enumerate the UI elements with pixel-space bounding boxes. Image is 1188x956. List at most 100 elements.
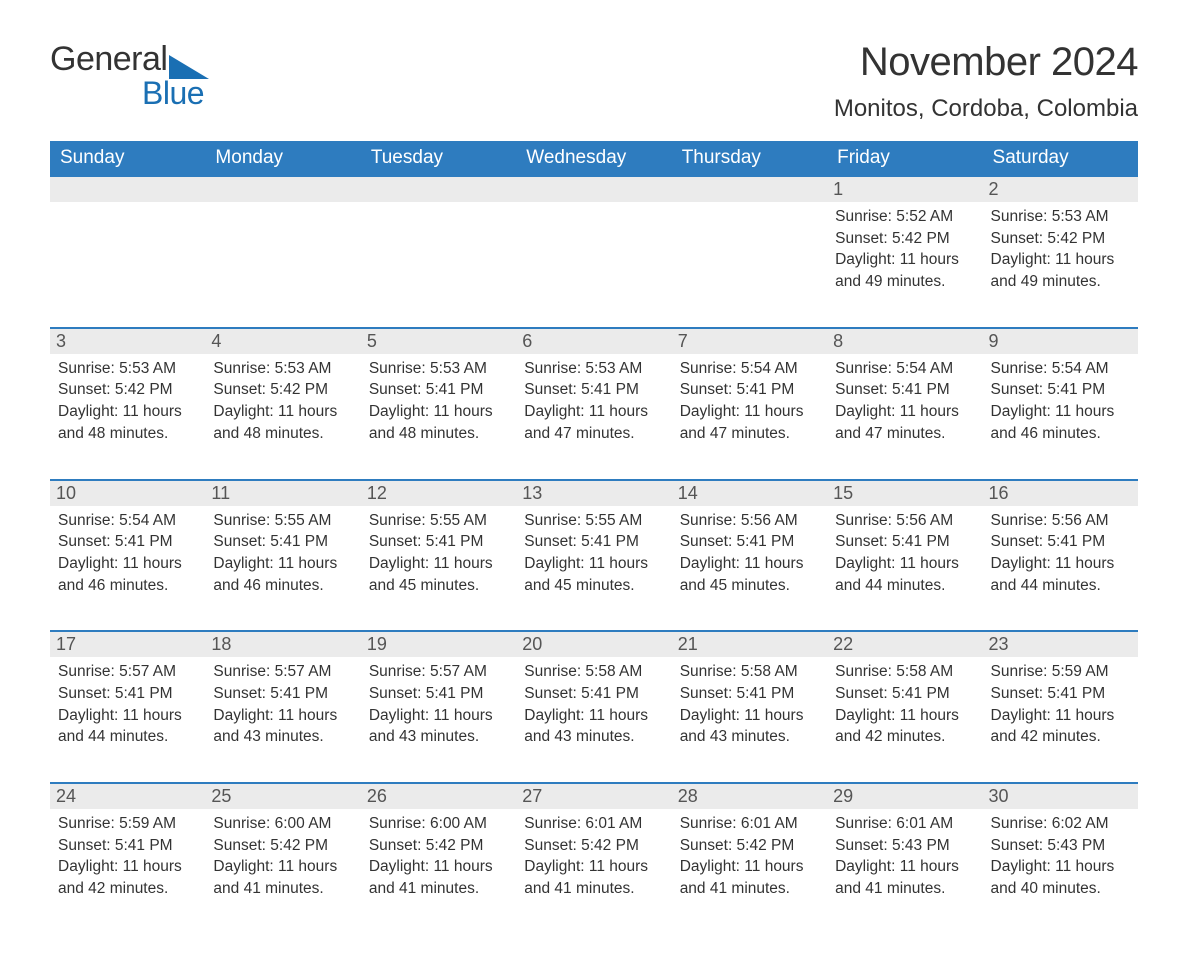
sunrise-text: Sunrise: 5:57 AM bbox=[213, 661, 352, 683]
sunset-text: Sunset: 5:41 PM bbox=[835, 379, 974, 401]
calendar-day-cell: 26Sunrise: 6:00 AMSunset: 5:42 PMDayligh… bbox=[361, 784, 516, 906]
sunrise-text: Sunrise: 6:00 AM bbox=[213, 813, 352, 835]
sunset-text: Sunset: 5:42 PM bbox=[213, 835, 352, 857]
daylight-text: Daylight: 11 hours and 43 minutes. bbox=[213, 705, 352, 748]
sunrise-text: Sunrise: 5:53 AM bbox=[524, 358, 663, 380]
sunrise-text: Sunrise: 5:52 AM bbox=[835, 206, 974, 228]
daylight-text: Daylight: 11 hours and 42 minutes. bbox=[835, 705, 974, 748]
calendar-day-cell: 18Sunrise: 5:57 AMSunset: 5:41 PMDayligh… bbox=[205, 632, 360, 754]
sunset-text: Sunset: 5:41 PM bbox=[58, 531, 197, 553]
day-details: Sunrise: 6:01 AMSunset: 5:43 PMDaylight:… bbox=[835, 813, 974, 900]
day-number: 10 bbox=[50, 481, 205, 506]
sunset-text: Sunset: 5:41 PM bbox=[58, 683, 197, 705]
day-details: Sunrise: 5:58 AMSunset: 5:41 PMDaylight:… bbox=[524, 661, 663, 748]
sunrise-text: Sunrise: 5:53 AM bbox=[213, 358, 352, 380]
daylight-text: Daylight: 11 hours and 47 minutes. bbox=[835, 401, 974, 444]
calendar-day-cell: 20 Sunrise: 5:58 AMSunset: 5:41 PMDayligh… bbox=[516, 632, 671, 754]
sunset-text: Sunset: 5:41 PM bbox=[991, 531, 1130, 553]
calendar-day-cell: 24 Sunrise: 5:59 AMSunset: 5:41 PMDayligh… bbox=[50, 784, 205, 906]
sunset-text: Sunset: 5:41 PM bbox=[680, 683, 819, 705]
day-number bbox=[50, 177, 205, 202]
logo-text-blue: Blue bbox=[142, 75, 209, 112]
calendar-day-cell: 17Sunrise: 5:57 AMSunset: 5:41 PMDayligh… bbox=[50, 632, 205, 754]
day-details: Sunrise: 5:53 AMSunset: 5:41 PMDaylight:… bbox=[369, 358, 508, 445]
daylight-text: Daylight: 11 hours and 46 minutes. bbox=[991, 401, 1130, 444]
daylight-text: Daylight: 11 hours and 48 minutes. bbox=[369, 401, 508, 444]
day-number: 1 bbox=[827, 177, 982, 202]
day-details: Sunrise: 5:59 AMSunset: 5:41 PMDaylight:… bbox=[58, 813, 197, 900]
sunrise-text: Sunrise: 5:54 AM bbox=[58, 510, 197, 532]
day-details: Sunrise: 5:59 AMSunset: 5:41 PMDaylight:… bbox=[991, 661, 1130, 748]
sunrise-text: Sunrise: 6:01 AM bbox=[524, 813, 663, 835]
day-details: Sunrise: 5:55 AMSunset: 5:41 PMDaylight:… bbox=[213, 510, 352, 597]
calendar-day-cell: 1 Sunrise: 5:52 AMSunset: 5:42 PMDaylight… bbox=[827, 177, 982, 299]
daylight-text: Daylight: 11 hours and 41 minutes. bbox=[680, 856, 819, 899]
day-details: Sunrise: 6:01 AMSunset: 5:42 PMDaylight:… bbox=[680, 813, 819, 900]
calendar-day-cell: 6Sunrise: 5:53 AMSunset: 5:41 PMDaylight… bbox=[516, 329, 671, 451]
calendar-day-cell: 21Sunrise: 5:58 AMSunset: 5:41 PMDayligh… bbox=[672, 632, 827, 754]
daylight-text: Daylight: 11 hours and 41 minutes. bbox=[213, 856, 352, 899]
sunrise-text: Sunrise: 6:01 AM bbox=[680, 813, 819, 835]
calendar-day-cell: 23 Sunrise: 5:59 AMSunset: 5:41 PMDayligh… bbox=[983, 632, 1138, 754]
sunset-text: Sunset: 5:41 PM bbox=[991, 379, 1130, 401]
calendar-day-cell bbox=[361, 177, 516, 299]
calendar-day-cell: 10 Sunrise: 5:54 AMSunset: 5:41 PMDayligh… bbox=[50, 481, 205, 603]
daylight-text: Daylight: 11 hours and 48 minutes. bbox=[58, 401, 197, 444]
day-number: 23 bbox=[983, 632, 1138, 657]
sunset-text: Sunset: 5:41 PM bbox=[835, 683, 974, 705]
sunset-text: Sunset: 5:42 PM bbox=[835, 228, 974, 250]
daylight-text: Daylight: 11 hours and 43 minutes. bbox=[369, 705, 508, 748]
daylight-text: Daylight: 11 hours and 49 minutes. bbox=[835, 249, 974, 292]
sunrise-text: Sunrise: 5:58 AM bbox=[524, 661, 663, 683]
calendar-header-cell: Thursday bbox=[672, 141, 827, 175]
daylight-text: Daylight: 11 hours and 46 minutes. bbox=[58, 553, 197, 596]
calendar-day-cell: 5Sunrise: 5:53 AMSunset: 5:41 PMDaylight… bbox=[361, 329, 516, 451]
calendar-day-cell: 25 Sunrise: 6:00 AMSunset: 5:42 PMDayligh… bbox=[205, 784, 360, 906]
calendar-day-cell: 15Sunrise: 5:56 AMSunset: 5:41 PMDayligh… bbox=[827, 481, 982, 603]
day-number: 8 bbox=[827, 329, 982, 354]
sunset-text: Sunset: 5:41 PM bbox=[213, 531, 352, 553]
day-details: Sunrise: 5:54 AMSunset: 5:41 PMDaylight:… bbox=[58, 510, 197, 597]
calendar-header-cell: Sunday bbox=[50, 141, 205, 175]
day-number: 4 bbox=[205, 329, 360, 354]
sunset-text: Sunset: 5:41 PM bbox=[680, 379, 819, 401]
calendar-header-cell: Tuesday bbox=[361, 141, 516, 175]
day-number: 14 bbox=[672, 481, 827, 506]
day-number: 28 bbox=[672, 784, 827, 809]
sunset-text: Sunset: 5:41 PM bbox=[835, 531, 974, 553]
sunset-text: Sunset: 5:43 PM bbox=[835, 835, 974, 857]
sunset-text: Sunset: 5:42 PM bbox=[991, 228, 1130, 250]
day-details: Sunrise: 5:58 AMSunset: 5:41 PMDaylight:… bbox=[680, 661, 819, 748]
daylight-text: Daylight: 11 hours and 46 minutes. bbox=[213, 553, 352, 596]
day-number: 25 bbox=[205, 784, 360, 809]
sunset-text: Sunset: 5:43 PM bbox=[991, 835, 1130, 857]
day-number: 19 bbox=[361, 632, 516, 657]
calendar-header-row: SundayMondayTuesdayWednesdayThursdayFrid… bbox=[50, 141, 1138, 175]
sunset-text: Sunset: 5:42 PM bbox=[213, 379, 352, 401]
daylight-text: Daylight: 11 hours and 48 minutes. bbox=[213, 401, 352, 444]
daylight-text: Daylight: 11 hours and 43 minutes. bbox=[524, 705, 663, 748]
calendar-header-cell: Wednesday bbox=[516, 141, 671, 175]
sunset-text: Sunset: 5:41 PM bbox=[369, 683, 508, 705]
day-number: 6 bbox=[516, 329, 671, 354]
daylight-text: Daylight: 11 hours and 41 minutes. bbox=[835, 856, 974, 899]
day-number: 3 bbox=[50, 329, 205, 354]
day-number: 29 bbox=[827, 784, 982, 809]
daylight-text: Daylight: 11 hours and 49 minutes. bbox=[991, 249, 1130, 292]
day-number: 20 bbox=[516, 632, 671, 657]
sunset-text: Sunset: 5:41 PM bbox=[524, 379, 663, 401]
sunset-text: Sunset: 5:42 PM bbox=[369, 835, 508, 857]
sunset-text: Sunset: 5:41 PM bbox=[369, 531, 508, 553]
day-number: 24 bbox=[50, 784, 205, 809]
day-number: 17 bbox=[50, 632, 205, 657]
sunrise-text: Sunrise: 5:58 AM bbox=[835, 661, 974, 683]
daylight-text: Daylight: 11 hours and 47 minutes. bbox=[680, 401, 819, 444]
logo-text-general: General bbox=[50, 40, 167, 79]
daylight-text: Daylight: 11 hours and 45 minutes. bbox=[680, 553, 819, 596]
sunset-text: Sunset: 5:42 PM bbox=[58, 379, 197, 401]
sunrise-text: Sunrise: 5:59 AM bbox=[991, 661, 1130, 683]
calendar-day-cell: 9Sunrise: 5:54 AMSunset: 5:41 PMDaylight… bbox=[983, 329, 1138, 451]
calendar-day-cell: 4 Sunrise: 5:53 AMSunset: 5:42 PMDaylight… bbox=[205, 329, 360, 451]
day-number: 12 bbox=[361, 481, 516, 506]
sunrise-text: Sunrise: 5:54 AM bbox=[680, 358, 819, 380]
